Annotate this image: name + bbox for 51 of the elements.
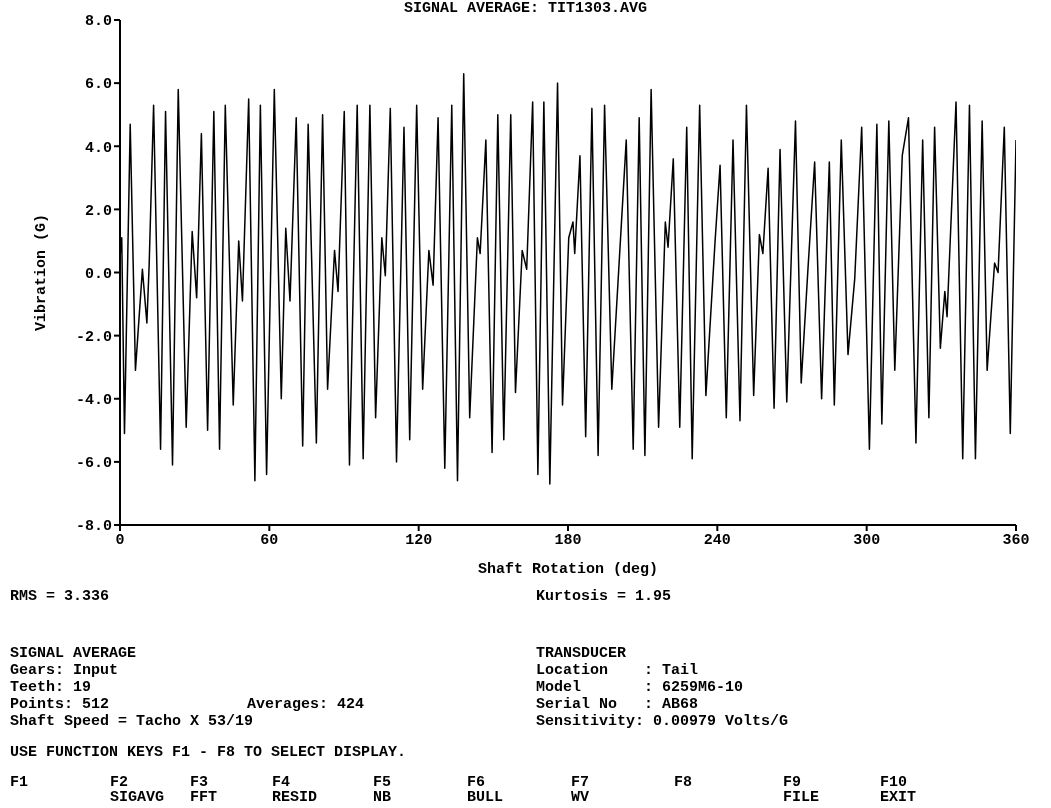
text: Teeth: 19 (10, 679, 92, 696)
x-axis-title: Shaft Rotation (deg) (477, 561, 659, 578)
text: Shaft Speed = Tacho X 53/19 (10, 713, 254, 730)
text: Kurtosis = 1.95 (536, 588, 672, 605)
y-tick-label: 0.0 (84, 265, 112, 283)
text: FFT (190, 789, 218, 806)
text: F2 (110, 774, 129, 791)
text: NB (373, 789, 392, 806)
text: SIGAVG (110, 789, 165, 806)
text: RMS = 3.336 (10, 588, 110, 605)
text: Location : Tail (536, 662, 699, 679)
x-tick-label: 120 (405, 531, 433, 549)
y-tick-label: 6.0 (84, 76, 112, 94)
text: F6 (467, 774, 486, 791)
text: Points: 512 (10, 696, 110, 713)
text: TRANSDUCER (536, 645, 627, 662)
text: F5 (373, 774, 392, 791)
y-tick-label: -6.0 (75, 455, 112, 473)
text: Serial No : AB68 (536, 696, 699, 713)
text: F8 (674, 774, 693, 791)
text: WV (571, 789, 590, 806)
text: F4 (272, 774, 291, 791)
text: BULL (467, 789, 504, 806)
text: SIGNAL AVERAGE (10, 645, 137, 662)
text: USE FUNCTION KEYS F1 - F8 TO SELECT DISPLAY. (10, 744, 407, 761)
text: F3 (190, 774, 209, 791)
text: F10 (880, 774, 908, 791)
y-tick-label: -8.0 (75, 518, 112, 536)
text: Model : 6259M6-10 (536, 679, 744, 696)
text: EXIT (880, 789, 917, 806)
x-tick-label: 300 (853, 531, 881, 549)
y-tick-label: 8.0 (84, 13, 112, 31)
x-tick-label: 60 (260, 531, 279, 549)
text: F7 (571, 774, 590, 791)
text: FILE (783, 789, 820, 806)
text: RESID (272, 789, 318, 806)
y-tick-label: -2.0 (75, 328, 112, 346)
x-tick-label: 360 (1002, 531, 1030, 549)
text: Gears: Input (10, 662, 119, 679)
x-tick-label: 240 (703, 531, 731, 549)
y-tick-label: 4.0 (84, 139, 112, 157)
y-axis-title: Vibration (G) (33, 213, 51, 332)
text: F9 (783, 774, 802, 791)
chart-title: SIGNAL AVERAGE: TIT1303.AVG (403, 0, 648, 17)
text: F1 (10, 774, 29, 791)
x-tick-label: 180 (554, 531, 582, 549)
y-tick-label: 2.0 (84, 202, 112, 220)
text: Sensitivity: 0.00979 Volts/G (536, 713, 789, 730)
y-tick-label: -4.0 (75, 392, 112, 410)
x-tick-label: 0 (115, 531, 125, 549)
text: Averages: 424 (247, 696, 365, 713)
